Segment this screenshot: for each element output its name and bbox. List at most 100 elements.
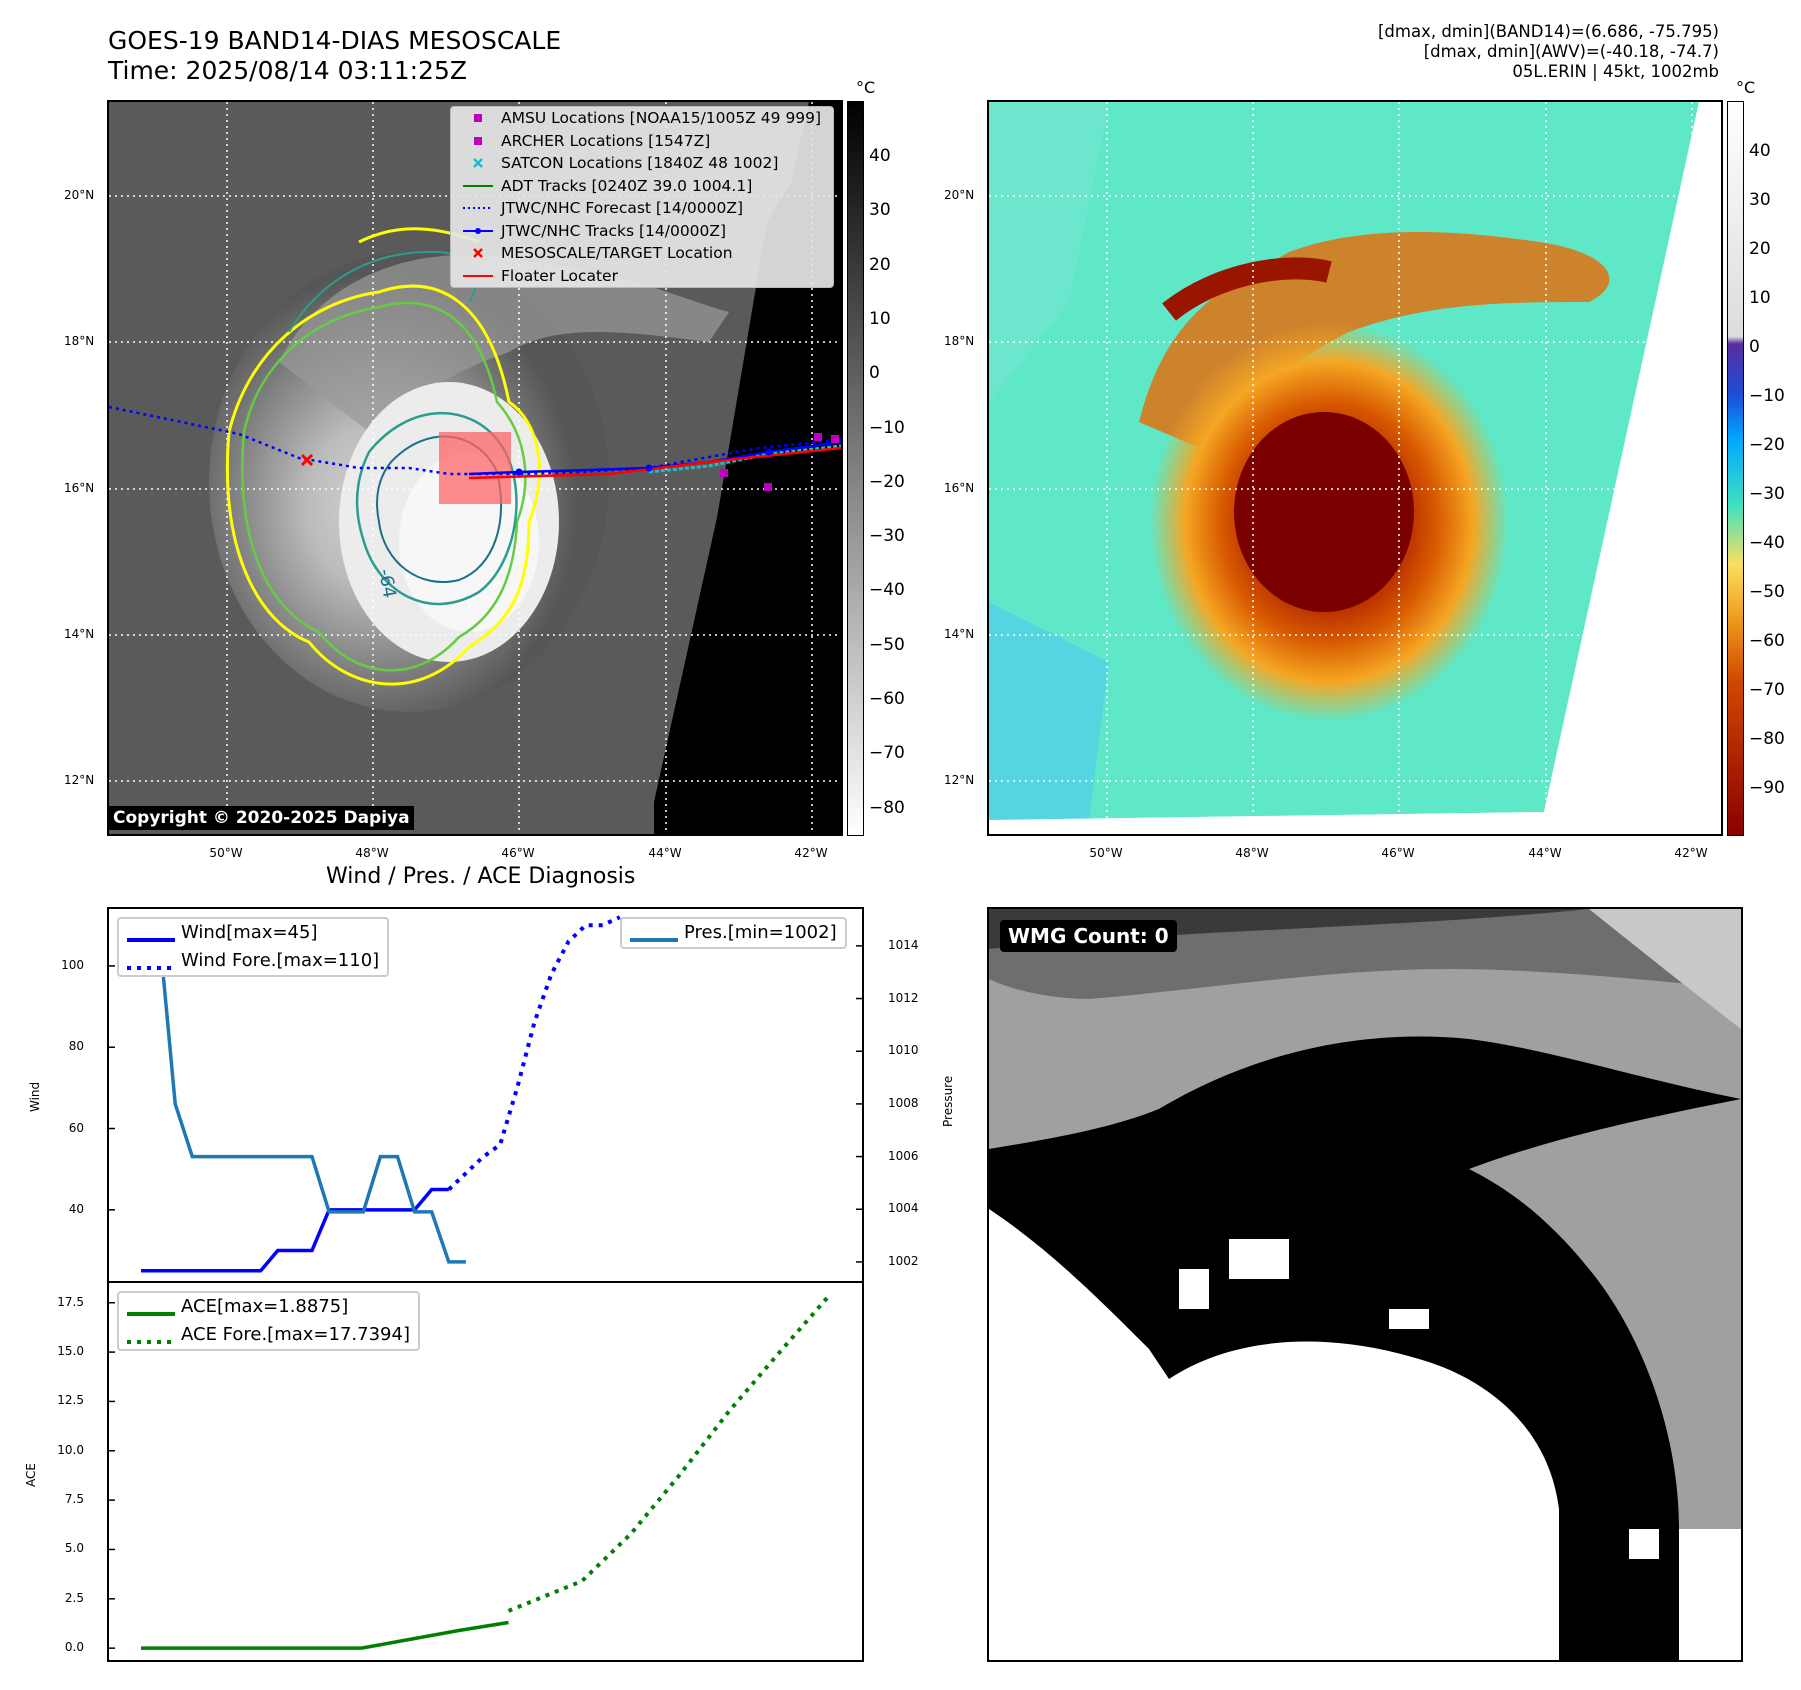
- legend-label: Floater Locater: [501, 266, 618, 285]
- colorbar-awv-tick: −70: [1749, 680, 1785, 700]
- pressure-legend: Pres.[min=1002]: [620, 917, 847, 949]
- legend-ace: ACE[max=1.8875]: [119, 1293, 418, 1321]
- legend-wind-fore: Wind Fore.[max=110]: [119, 947, 387, 975]
- archer-markers: [720, 433, 839, 491]
- legend-satcon: SATCON Locations [1840Z 48 1002]: [451, 152, 833, 175]
- wind-tick: 80: [68, 1039, 84, 1054]
- wind-legend: Wind[max=45] Wind Fore.[max=110]: [117, 917, 390, 977]
- storm-info: 05L.ERIN | 45kt, 1002mb: [1512, 62, 1719, 81]
- lat-label: 14°N: [64, 627, 95, 641]
- wmg-count-badge: WMG Count: 0: [1000, 920, 1177, 952]
- colorbar-unit: °C: [856, 78, 876, 97]
- legend-label: SATCON Locations [1840Z 48 1002]: [501, 154, 779, 172]
- legend-label: MESOSCALE/TARGET Location: [501, 244, 733, 262]
- copyright-badge: Copyright © 2020-2025 Dapiya: [109, 806, 414, 830]
- legend-label: Wind[max=45]: [181, 922, 318, 943]
- colorbar-gray-tick: −40: [869, 580, 905, 601]
- wmg-panel: [987, 907, 1743, 1662]
- colorbar-gray-tick: 40: [869, 146, 891, 166]
- ace-tick: 0.0: [64, 1640, 84, 1655]
- ace-tick: 2.5: [64, 1590, 84, 1605]
- legend-label: ARCHER Locations [1547Z]: [501, 131, 711, 150]
- dotted-line-icon: [463, 200, 493, 216]
- lon-label: 46°W: [501, 846, 535, 860]
- colorbar-awv-tick: −60: [1749, 631, 1785, 651]
- legend-label: ACE[max=1.8875]: [181, 1296, 349, 1317]
- ace-tick: 5.0: [64, 1541, 84, 1556]
- lon-label: 46°W: [1381, 846, 1415, 860]
- line-icon: [463, 268, 493, 284]
- colorbar-gray-tick: 30: [869, 200, 891, 221]
- colorbar-awv-tick: −80: [1749, 729, 1785, 749]
- colorbar-gray-tick: −60: [869, 689, 905, 709]
- band14-range: [dmax, dmin](BAND14)=(6.686, -75.795): [1377, 22, 1719, 41]
- map-gridlines: [989, 102, 1721, 834]
- legend-label: AMSU Locations [NOAA15/1005Z 49 999]: [501, 109, 822, 127]
- lat-label: 12°N: [944, 773, 975, 787]
- wmg-white-patches: [1179, 1239, 1659, 1559]
- legend-label: JTWC/NHC Forecast [14/0000Z]: [501, 199, 744, 217]
- colorbar-gray-tick: −80: [869, 797, 905, 818]
- legend-pressure: Pres.[min=1002]: [622, 919, 845, 947]
- awv-range: [dmax, dmin](AWV)=(-40.18, -74.7): [1423, 42, 1719, 61]
- colorbar-awv-tick: −20: [1749, 435, 1785, 455]
- pressure-tick: 1012: [888, 990, 919, 1005]
- ace-tick: 10.0: [57, 1442, 84, 1457]
- ace-tick: 17.5: [57, 1294, 84, 1309]
- pressure-tick: 1010: [888, 1043, 919, 1058]
- legend-label: ACE Fore.[max=17.7394]: [181, 1324, 410, 1345]
- lat-label: 20°N: [944, 188, 975, 202]
- legend-floater: Floater Locater: [451, 265, 833, 288]
- pressure-line: [141, 917, 466, 1264]
- dotted-line-icon: [127, 1329, 175, 1344]
- track-points: [515, 448, 773, 476]
- wind-tick: 100: [61, 957, 84, 972]
- pressure-tick: 1006: [888, 1148, 919, 1163]
- figure-title: GOES-19 BAND14-DIAS MESOSCALE Time: 2025…: [108, 26, 561, 86]
- line-icon: [127, 1301, 175, 1316]
- lon-label: 42°W: [794, 846, 828, 860]
- colorbar-gray: [847, 101, 864, 836]
- colorbar-unit: °C: [1736, 78, 1756, 97]
- square-icon: [463, 133, 493, 149]
- pressure-tick: 1008: [888, 1095, 919, 1110]
- colorbar-awv-tick: −30: [1749, 484, 1785, 504]
- legend-ace-fore: ACE Fore.[max=17.7394]: [119, 1321, 418, 1349]
- colorbar-awv-tick: 20: [1749, 239, 1771, 259]
- ace-line: [141, 1620, 509, 1650]
- ace-legend: ACE[max=1.8875] ACE Fore.[max=17.7394]: [117, 1291, 420, 1351]
- lon-label: 48°W: [355, 846, 389, 860]
- wind-line: [141, 1187, 449, 1273]
- colorbar-gray-tick: −20: [869, 471, 905, 492]
- lat-label: 14°N: [944, 627, 975, 641]
- lon-label: 42°W: [1674, 846, 1708, 860]
- contour-label: -64: [374, 567, 400, 600]
- legend-tracks: JTWC/NHC Tracks [14/0000Z]: [451, 220, 833, 243]
- colorbar-awv-tick: −90: [1749, 778, 1785, 798]
- lat-label: 12°N: [64, 773, 95, 787]
- colorbar-awv-tick: −40: [1749, 533, 1785, 553]
- ace-tick: 15.0: [57, 1344, 84, 1359]
- wind-tick: 40: [68, 1201, 84, 1216]
- forecast-track: [109, 405, 841, 476]
- lat-label: 16°N: [944, 481, 975, 495]
- figure-info: [dmax, dmin](BAND14)=(6.686, -75.795) [d…: [1378, 22, 1719, 82]
- title-line-1: GOES-19 BAND14-DIAS MESOSCALE: [108, 26, 562, 55]
- ace-tick: 12.5: [57, 1393, 84, 1408]
- lat-label: 18°N: [944, 334, 975, 348]
- legend-label: ADT Tracks [0240Z 39.0 1004.1]: [501, 176, 753, 195]
- title-line-2: Time: 2025/08/14 03:11:25Z: [108, 56, 467, 85]
- colorbar-awv-tick: 40: [1749, 141, 1771, 161]
- lon-label: 44°W: [648, 846, 682, 860]
- legend-target: MESOSCALE/TARGET Location: [451, 242, 833, 265]
- legend-archer: ARCHER Locations [1547Z]: [451, 130, 833, 153]
- colorbar-gray-tick: −10: [869, 417, 905, 438]
- floater-box: [439, 432, 511, 504]
- pressure-tick: 1002: [888, 1253, 919, 1268]
- lon-label: 50°W: [209, 846, 243, 860]
- colorbar-awv: [1727, 101, 1744, 836]
- x-icon: [463, 245, 493, 261]
- awv-map: [989, 102, 1721, 834]
- wmg-image: [989, 909, 1741, 1660]
- pressure-tick: 1004: [888, 1201, 919, 1216]
